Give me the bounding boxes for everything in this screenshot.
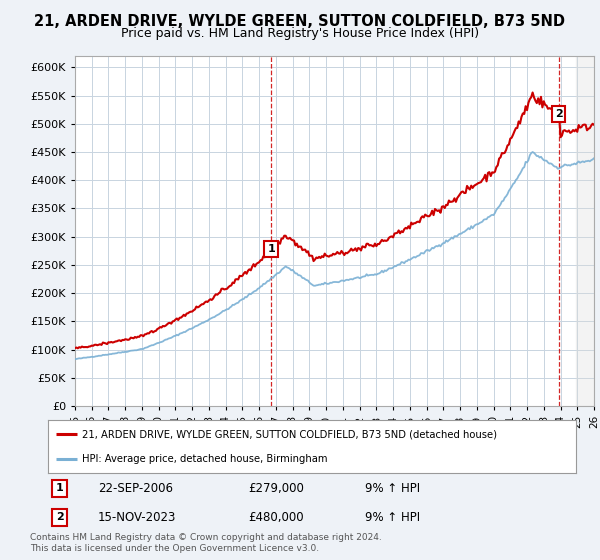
Text: Price paid vs. HM Land Registry's House Price Index (HPI): Price paid vs. HM Land Registry's House … (121, 27, 479, 40)
Text: Contains HM Land Registry data © Crown copyright and database right 2024.
This d: Contains HM Land Registry data © Crown c… (30, 533, 382, 553)
Text: 1: 1 (268, 244, 275, 254)
Bar (575, 56, 594, 406)
Text: 2: 2 (554, 109, 562, 119)
Text: 21, ARDEN DRIVE, WYLDE GREEN, SUTTON COLDFIELD, B73 5ND: 21, ARDEN DRIVE, WYLDE GREEN, SUTTON COL… (35, 14, 566, 29)
Text: 1: 1 (56, 483, 64, 493)
Text: £279,000: £279,000 (248, 482, 305, 495)
Text: 22-SEP-2006: 22-SEP-2006 (98, 482, 173, 495)
Text: 9% ↑ HPI: 9% ↑ HPI (365, 482, 420, 495)
Text: 2: 2 (56, 512, 64, 522)
Text: £480,000: £480,000 (248, 511, 304, 524)
Text: 21, ARDEN DRIVE, WYLDE GREEN, SUTTON COLDFIELD, B73 5ND (detached house): 21, ARDEN DRIVE, WYLDE GREEN, SUTTON COL… (82, 430, 497, 440)
Text: 9% ↑ HPI: 9% ↑ HPI (365, 511, 420, 524)
Text: 15-NOV-2023: 15-NOV-2023 (98, 511, 176, 524)
Text: HPI: Average price, detached house, Birmingham: HPI: Average price, detached house, Birm… (82, 454, 328, 464)
